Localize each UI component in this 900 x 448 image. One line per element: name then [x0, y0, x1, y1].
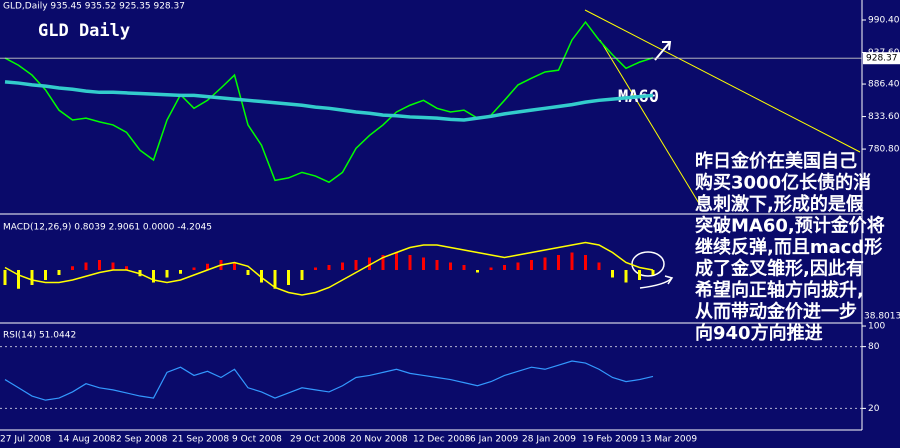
histogram-bar: [84, 262, 88, 270]
histogram-bar: [246, 270, 250, 275]
histogram-bar: [3, 270, 7, 285]
histogram-bar: [206, 263, 209, 270]
annotation-line: 从而带动金价进一步: [695, 301, 857, 323]
histogram-bar: [651, 270, 655, 275]
histogram-bar: [408, 255, 412, 270]
histogram-bar: [368, 257, 371, 270]
macd-scale-label: 38.8013: [864, 312, 900, 322]
histogram-bar: [449, 262, 452, 270]
histogram-bar: [125, 266, 128, 270]
histogram-bar: [354, 260, 358, 270]
arrow: [654, 41, 672, 61]
y-tick-label: 20: [868, 404, 880, 414]
histogram-bar: [287, 270, 290, 285]
histogram-bar: [543, 257, 547, 270]
histogram-bar: [611, 270, 614, 278]
y-tick-label: 100: [868, 322, 885, 332]
histogram-bar: [557, 255, 560, 270]
series-line: [4, 80, 654, 122]
histogram-bar: [71, 266, 74, 270]
x-tick-label: 9 Oct 2008: [232, 435, 282, 445]
x-tick-label: 12 Dec 2008: [413, 435, 471, 445]
trend-line: [584, 9, 861, 153]
trend-line: [599, 39, 701, 206]
histogram-bar: [152, 270, 155, 283]
series-line: [4, 360, 654, 401]
price-header: GLD,Daily 935.45 935.52 925.35 928.37: [3, 2, 185, 12]
annotation-line: 息刺激下,形成的是假: [695, 193, 865, 215]
histogram-bar: [638, 270, 641, 280]
last-price-box: [863, 52, 900, 65]
annotation-line: 突破MA60,预计金价将: [695, 215, 885, 237]
arrow: [639, 275, 674, 289]
series-line: [4, 20, 654, 184]
histogram-bar: [435, 260, 439, 270]
histogram-bar: [30, 270, 34, 285]
y-tick-label: 990.40: [868, 16, 900, 26]
histogram-bar: [489, 267, 493, 270]
annotation-line: 希望向正轴方向拔升,: [695, 279, 864, 301]
histogram-bar: [98, 260, 101, 270]
x-tick-label: 28 Jan 2009: [522, 435, 576, 445]
histogram-bar: [327, 265, 331, 270]
histogram-bar: [422, 257, 425, 270]
histogram-bar: [341, 262, 344, 270]
histogram-bar: [314, 267, 317, 270]
x-tick-label: 27 Jul 2008: [0, 435, 51, 445]
histogram-bar: [300, 270, 304, 280]
histogram-bar: [476, 270, 479, 273]
histogram-bar: [273, 270, 277, 289]
histogram-bar: [570, 252, 574, 270]
annotation-line: 继续反弹,而且macd形: [695, 236, 882, 258]
histogram-bar: [192, 267, 196, 270]
histogram-bar: [179, 270, 182, 274]
x-tick-label: 14 Aug 2008: [58, 435, 116, 445]
histogram-bar: [57, 270, 61, 275]
series-line: [4, 241, 654, 296]
histogram-bar: [381, 255, 385, 270]
histogram-bar: [233, 262, 236, 270]
x-tick-label: 13 Mar 2009: [640, 435, 697, 445]
annotation-line: 向940方向推进: [695, 322, 823, 344]
histogram-bar: [503, 265, 506, 270]
rsi-header: RSI(14) 51.0442: [3, 331, 76, 341]
y-tick-label: 833.60: [868, 112, 900, 122]
y-tick-label: 780.80: [868, 145, 900, 155]
x-tick-label: 21 Sep 2008: [172, 435, 229, 445]
annotation-line: 昨日金价在美国自己: [695, 150, 857, 172]
histogram-bar: [624, 270, 628, 283]
histogram-bar: [165, 270, 169, 278]
histogram-bar: [516, 262, 520, 270]
chart-title: GLD Daily: [38, 21, 130, 41]
histogram-bar: [462, 265, 466, 270]
histogram-bar: [597, 262, 601, 270]
histogram-bar: [530, 260, 533, 270]
x-tick-label: 19 Feb 2009: [582, 435, 638, 445]
histogram-bar: [395, 252, 398, 270]
histogram-bar: [584, 255, 587, 270]
x-tick-label: 2 Sep 2008: [116, 435, 168, 445]
x-tick-label: 6 Jan 2009: [470, 435, 518, 445]
y-tick-label: 886.40: [868, 80, 900, 90]
histogram-bar: [17, 270, 20, 289]
histogram-bar: [111, 262, 115, 270]
annotation-line: 成了金叉雏形,因此有: [695, 258, 864, 280]
macd-header: MACD(12,26,9) 0.8039 2.9061 0.0000 -4.20…: [3, 223, 212, 233]
x-tick-label: 20 Nov 2008: [350, 435, 408, 445]
x-tick-label: 29 Oct 2008: [290, 435, 346, 445]
y-tick-label: 80: [868, 342, 880, 352]
annotation-line: 购买3000亿长债的消: [695, 172, 871, 194]
histogram-bar: [44, 270, 47, 280]
histogram-bar: [260, 270, 263, 283]
last-price-label: 928.37: [866, 54, 898, 64]
